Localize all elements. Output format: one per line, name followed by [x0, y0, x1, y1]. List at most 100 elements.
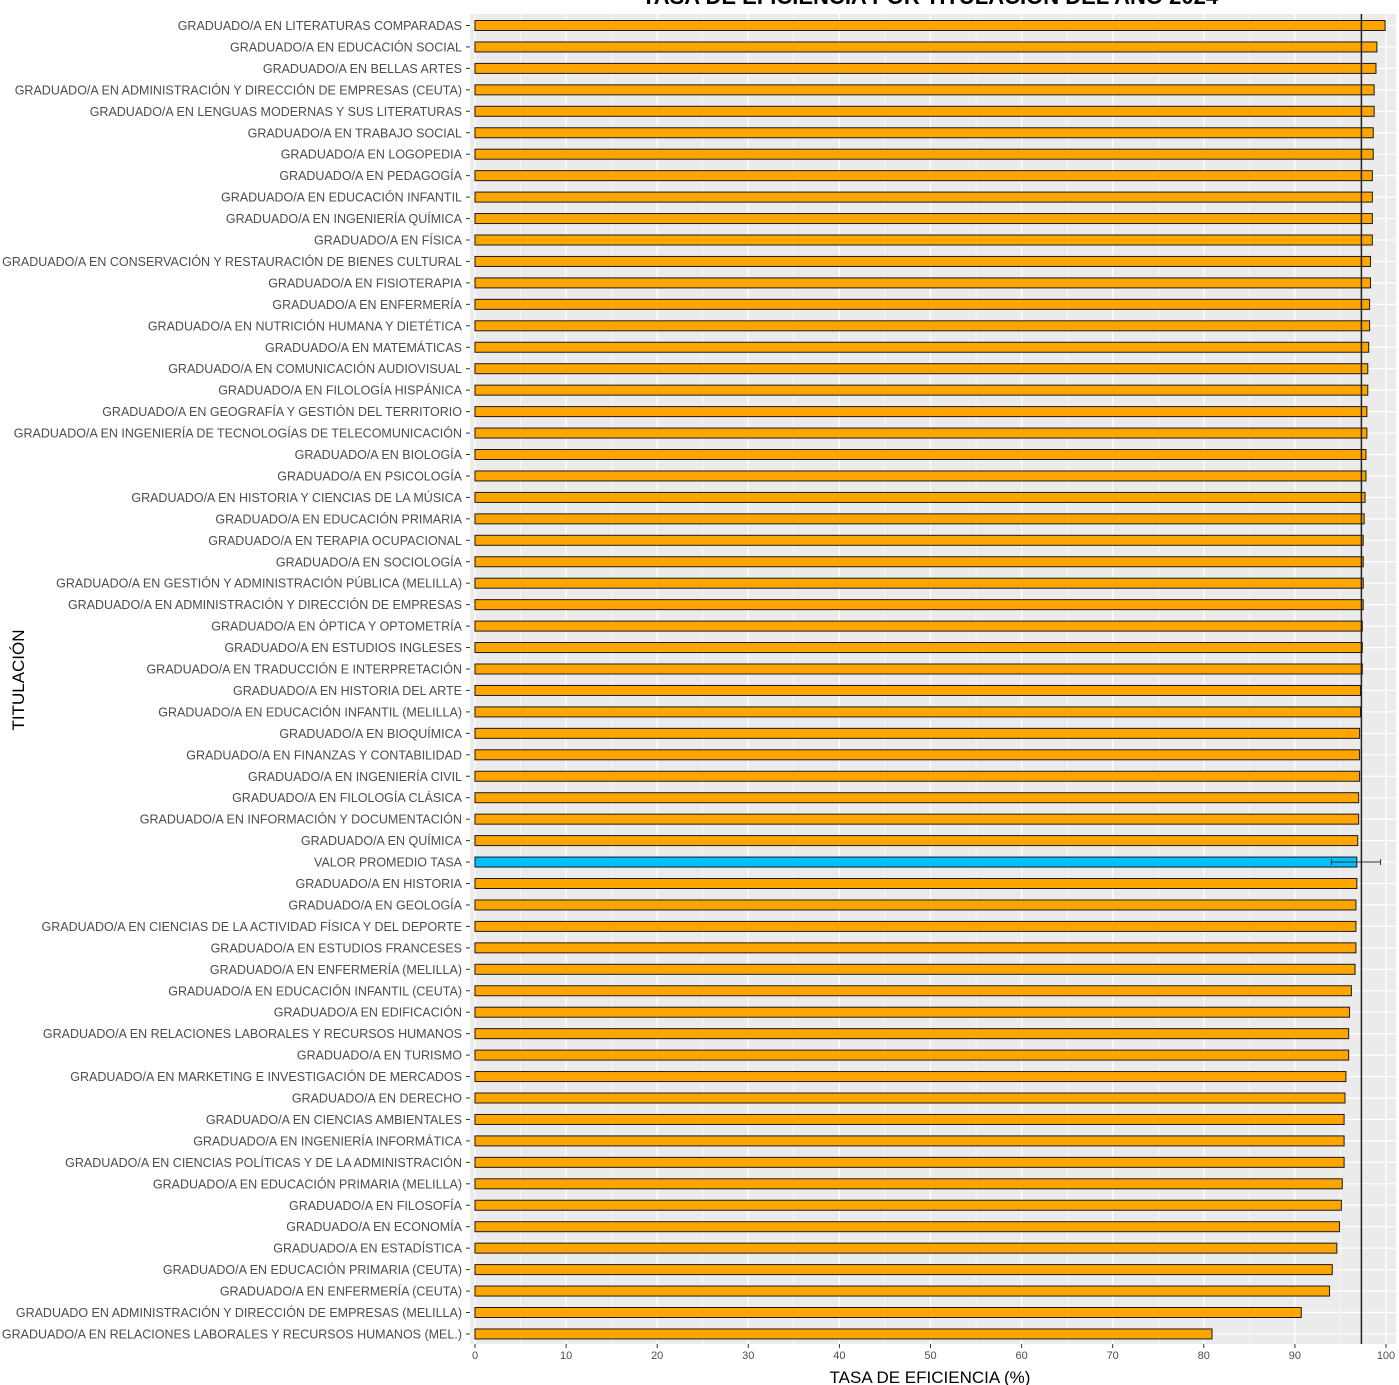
category-label: GRADUADO/A EN TRABAJO SOCIAL	[248, 126, 462, 140]
x-tick-label: 100	[1377, 1350, 1395, 1362]
bar	[474, 170, 1373, 182]
category-label: GRADUADO/A EN FILOLOGÍA CLÁSICA	[232, 790, 463, 805]
bar	[474, 277, 1372, 289]
bar	[474, 491, 1366, 503]
bar	[474, 1028, 1350, 1040]
category-labels: GRADUADO/A EN LITERATURAS COMPARADAS GRAD…	[2, 19, 470, 1341]
bar	[474, 899, 1357, 911]
chart-title: TASA DE EFICIENCIA POR TITULACIÓN DEL AÑ…	[642, 0, 1219, 9]
average-bar	[474, 856, 1358, 868]
category-label: GRADUADO/A EN HISTORIA DEL ARTE	[233, 684, 462, 698]
category-label: GRADUADO/A EN EDUCACIÓN INFANTIL	[221, 190, 462, 205]
x-tick-label: 50	[924, 1350, 936, 1362]
category-label: GRADUADO/A EN BELLAS ARTES	[263, 62, 462, 76]
bar	[474, 878, 1358, 889]
bar	[474, 84, 1375, 96]
bar	[474, 577, 1364, 589]
bar	[474, 663, 1363, 675]
category-label: GRADUADO/A EN GEOGRAFÍA Y GESTIÓN DEL TE…	[102, 404, 462, 419]
bar	[474, 813, 1360, 825]
bar	[474, 985, 1352, 997]
category-label: GRADUADO/A EN LITERATURAS COMPARADAS	[178, 19, 462, 33]
bar	[474, 1092, 1346, 1104]
category-label: GRADUADO/A EN INGENIERÍA INFORMÁTICA	[193, 1133, 462, 1148]
bar	[474, 234, 1373, 246]
x-tick-label: 30	[742, 1350, 754, 1362]
category-label: GRADUADO/A EN MARKETING E INVESTIGACIÓN …	[70, 1069, 462, 1084]
category-label: VALOR PROMEDIO TASA	[314, 856, 463, 870]
category-label: GRADUADO/A EN CIENCIAS POLÍTICAS Y DE LA…	[65, 1155, 462, 1170]
bar	[474, 384, 1369, 396]
bar	[474, 105, 1375, 117]
bar	[474, 513, 1365, 525]
category-label: GRADUADO/A EN ENFERMERÍA (MELILLA)	[210, 962, 462, 977]
category-label: GRADUADO/A EN ESTUDIOS FRANCESES	[211, 941, 462, 955]
bar	[474, 749, 1361, 761]
category-label: GRADUADO/A EN PEDAGOGÍA	[279, 168, 462, 183]
category-label: GRADUADO/A EN CONSERVACIÓN Y RESTAURACIÓ…	[2, 254, 462, 269]
category-label: GRADUADO/A EN ECONOMÍA	[286, 1219, 462, 1234]
category-label: GRADUADO/A EN ÓPTICA Y OPTOMETRÍA	[211, 619, 462, 634]
category-label: GRADUADO/A EN ENFERMERÍA	[272, 297, 462, 312]
category-label: GRADUADO/A EN SOCIOLOGÍA	[276, 554, 463, 569]
bar	[474, 727, 1361, 739]
x-axis-title: TASA DE EFICIENCIA (%)	[830, 1368, 1031, 1385]
x-tick-label: 0	[472, 1350, 478, 1362]
category-label: GRADUADO/A EN INGENIERÍA DE TECNOLOGÍAS …	[14, 426, 462, 441]
category-label: GRADUADO/A EN FILOSOFÍA	[289, 1198, 463, 1213]
category-label: GRADUADO/A EN ENFERMERÍA (CEUTA)	[220, 1284, 462, 1299]
category-label: GRADUADO/A EN COMUNICACIÓN AUDIOVISUAL	[168, 361, 462, 376]
bar	[474, 1006, 1351, 1018]
category-label: GRADUADO/A EN FÍSICA	[314, 233, 463, 248]
category-label: GRADUADO/A EN GESTIÓN Y ADMINISTRACIÓN P…	[56, 576, 462, 591]
bar	[474, 148, 1374, 160]
bar	[474, 1156, 1345, 1168]
bar	[474, 1221, 1341, 1233]
bar	[474, 406, 1368, 418]
category-label: GRADUADO/A EN GEOLOGÍA	[288, 897, 462, 912]
category-label: GRADUADO/A EN TERAPIA OCUPACIONAL	[208, 534, 462, 548]
bar	[474, 255, 1372, 267]
category-label: GRADUADO/A EN INGENIERÍA QUÍMICA	[226, 211, 463, 226]
y-axis-title: TITULACIÓN	[9, 629, 28, 730]
category-label: GRADUADO/A EN RELACIONES LABORALES Y REC…	[2, 1327, 462, 1341]
bar	[474, 792, 1360, 804]
category-label: GRADUADO/A EN HISTORIA	[296, 877, 463, 891]
bar	[474, 470, 1367, 482]
bar	[474, 706, 1361, 718]
category-label: GRADUADO/A EN BIOQUÍMICA	[279, 726, 462, 741]
x-tick-label: 80	[1198, 1350, 1210, 1362]
bar	[474, 427, 1368, 439]
bar	[474, 1135, 1345, 1147]
category-label: GRADUADO/A EN EDUCACIÓN PRIMARIA	[215, 511, 462, 526]
category-label: GRADUADO/A EN FILOLOGÍA HISPÁNICA	[218, 383, 462, 398]
bar	[474, 556, 1364, 568]
bar	[474, 1264, 1333, 1276]
bar	[474, 1242, 1338, 1254]
bar	[474, 298, 1371, 310]
category-label: GRADUADO/A EN LOGOPEDIA	[281, 148, 463, 162]
bar	[474, 449, 1367, 460]
bar	[474, 599, 1364, 611]
bar	[474, 920, 1357, 932]
category-label: GRADUADO/A EN INFORMACIÓN Y DOCUMENTACIÓ…	[140, 812, 462, 827]
category-label: GRADUADO/A EN ESTUDIOS INGLESES	[224, 641, 462, 655]
bar	[474, 213, 1373, 225]
bars	[474, 14, 1386, 1344]
bar	[474, 1285, 1331, 1297]
category-label: GRADUADO/A EN TRADUCCIÓN E INTERPRETACIÓ…	[146, 662, 462, 677]
category-label: GRADUADO/A EN EDUCACIÓN INFANTIL (CEUTA)	[168, 983, 462, 998]
category-label: GRADUADO/A EN ADMINISTRACIÓN Y DIRECCIÓN…	[15, 82, 462, 97]
bar	[474, 320, 1371, 332]
category-label: GRADUADO/A EN INGENIERÍA CIVIL	[248, 769, 462, 784]
bar	[474, 534, 1364, 546]
x-tick-label: 60	[1015, 1350, 1027, 1362]
bar	[474, 1307, 1302, 1318]
bar	[474, 963, 1356, 975]
bar	[474, 642, 1363, 654]
bar	[474, 942, 1357, 954]
category-label: GRADUADO/A EN CIENCIAS DE LA ACTIVIDAD F…	[42, 919, 463, 934]
x-tick-label: 10	[560, 1350, 572, 1362]
x-tick-label: 20	[651, 1350, 663, 1362]
